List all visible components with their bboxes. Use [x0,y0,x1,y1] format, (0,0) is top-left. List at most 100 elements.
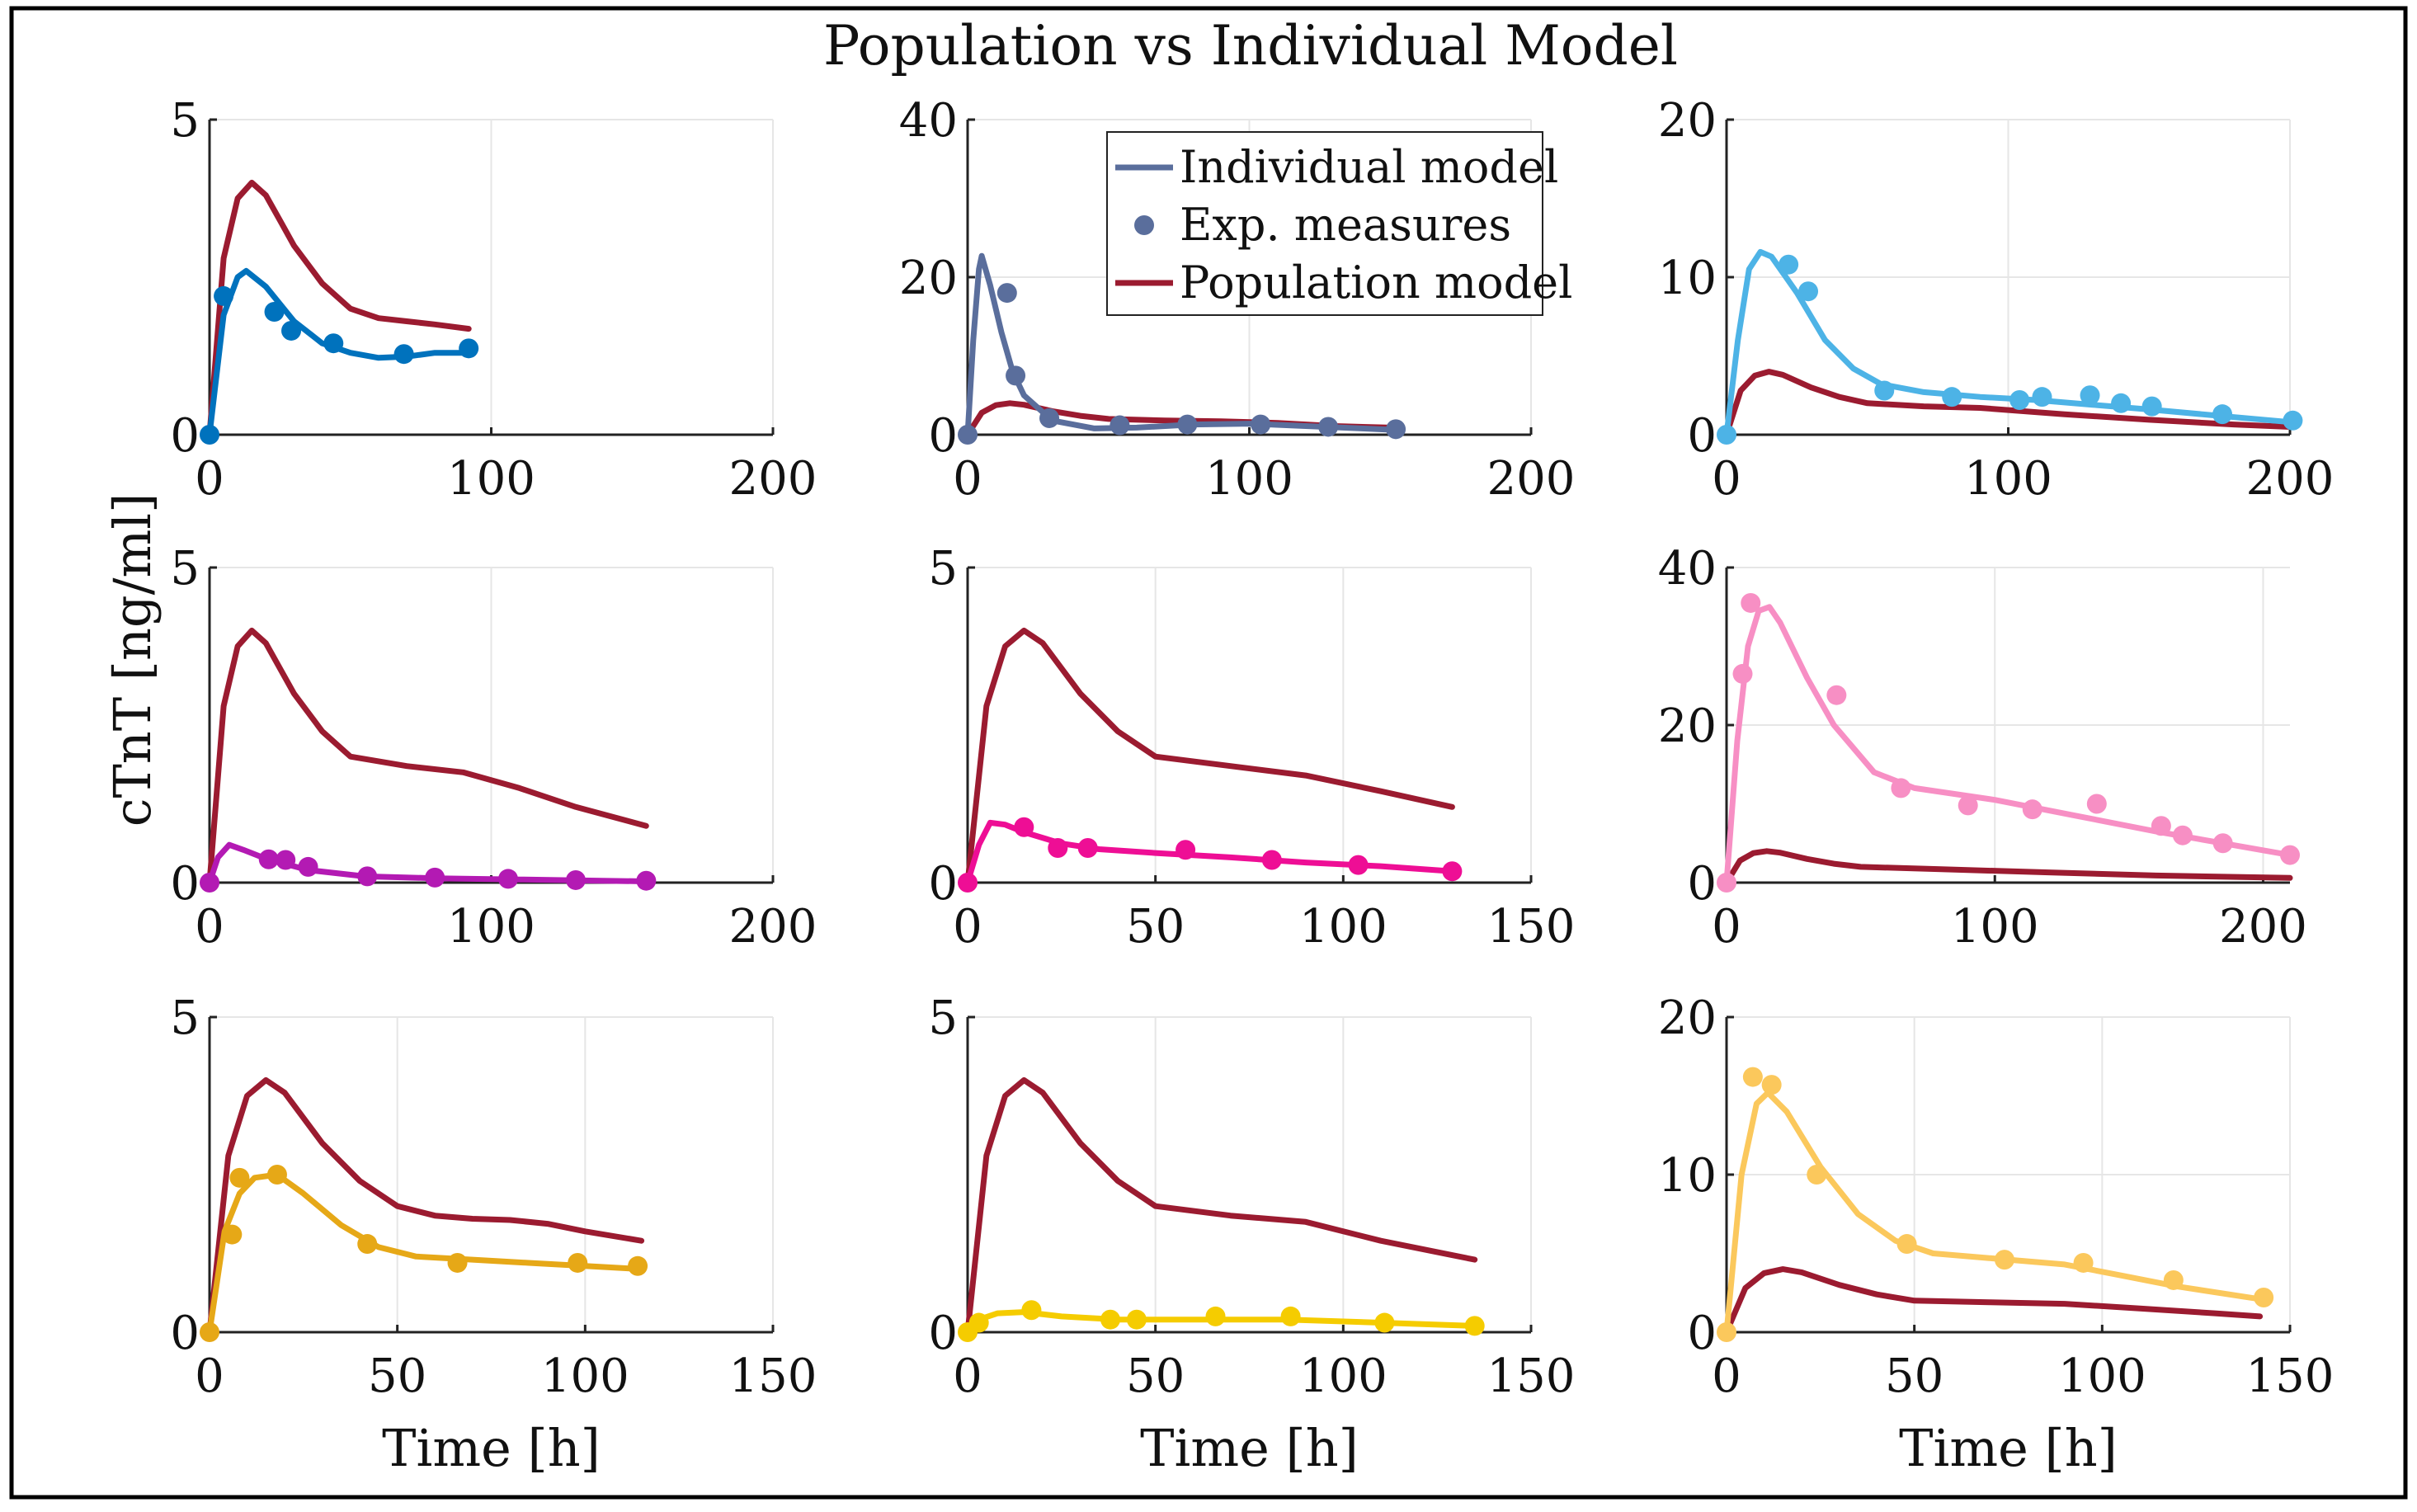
x-tick-label: 50 [1885,1349,1943,1403]
subplot-2: 0 100 200 0 20 40 Individual model Exp. measure… [899,94,1576,506]
measure-point [1177,414,1198,435]
y-tick-label: 5 [928,542,958,596]
measure-point [1798,281,1819,302]
x-tick-label: 200 [1487,452,1576,506]
x-tick-label: 100 [1299,900,1388,954]
measure-point [276,850,296,870]
measure-point [1048,837,1068,858]
measure-point [968,1312,989,1333]
individual-model-line [206,1171,645,1335]
individual-model-line [964,252,1399,438]
y-tick-label: 0 [928,857,958,911]
y-tick-label: 5 [170,542,200,596]
measure-point [2009,389,2030,410]
x-tick-label: 0 [953,452,982,506]
x-tick-label: 100 [1951,900,2039,954]
shared-ylabel: cTnT [ng/ml] [102,493,163,827]
subplot-5: 0 50 100 150 0 5 [928,542,1575,954]
measure-point [200,873,219,893]
measure-point [2283,410,2303,431]
x-tick-label: 100 [447,452,535,506]
measure-point [1874,380,1895,401]
subplot-7: 0 50 100 150 0 5 Time [h] [170,992,817,1478]
y-tick-label: 0 [928,409,958,463]
x-tick-label: 100 [1964,452,2052,506]
measure-point [1039,407,1060,428]
measure-point [393,344,414,365]
y-tick-label: 20 [1658,94,1717,148]
measure-point [568,1252,588,1273]
measure-point [1374,1312,1395,1333]
measure-point [1318,417,1339,437]
x-tick-label: 200 [729,900,817,954]
y-tick-label: 40 [1658,542,1717,596]
measure-point [958,873,978,893]
measure-point [357,1234,378,1255]
x-tick-label: 0 [953,900,982,954]
measure-point [200,1322,219,1342]
population-model-line [1723,1266,2264,1335]
individual-model-line [1723,1090,2264,1335]
measure-point [1942,387,1962,407]
measure-point [214,285,234,306]
measure-point [2212,833,2233,854]
subplot-8: 0 50 100 150 0 5 Time [h] [928,992,1575,1478]
measure-point [2080,385,2100,406]
measure-point [1386,419,1406,440]
x-tick-label: 150 [1487,1349,1576,1403]
measure-point [229,1167,250,1188]
y-tick-label: 5 [170,94,200,148]
measure-point [996,283,1017,304]
measure-point [357,866,378,887]
y-tick-label: 40 [899,94,958,148]
individual-model-line [964,1309,1478,1335]
measure-point [298,856,318,877]
measure-point [323,333,344,354]
population-model-line [1723,369,2293,438]
x-tick-label: 50 [1126,900,1185,954]
y-tick-label: 5 [170,992,200,1045]
measure-point [1741,592,1761,613]
measure-point [1742,1067,1763,1087]
measure-point [636,870,657,891]
measure-point [1176,840,1196,860]
population-model-line [206,179,472,438]
measure-point [2163,1269,2184,1290]
x-tick-label: 0 [1712,452,1741,506]
measure-point [2111,393,2132,413]
measure-point [1891,778,1911,798]
legend-label-individual: Individual model [1180,141,1558,193]
measure-point [1110,415,1130,436]
plot-area [968,1017,1531,1332]
x-tick-label: 200 [2219,900,2307,954]
x-tick-label: 0 [195,1349,224,1403]
measure-point [1077,837,1098,858]
y-tick-label: 10 [1658,1149,1717,1203]
measure-point [425,867,445,888]
measure-point [1021,1300,1042,1321]
subplot-6: 0 100 200 0 20 40 [1658,542,2307,954]
y-tick-label: 20 [899,252,958,305]
measure-point [2212,404,2233,425]
y-tick-label: 0 [170,409,200,463]
y-tick-label: 0 [170,1307,200,1360]
measure-point [1994,1250,2014,1270]
measure-point [1100,1309,1121,1330]
measure-point [1280,1306,1301,1326]
y-tick-label: 20 [1658,992,1717,1045]
measure-point [1261,850,1282,870]
subplot-4: 0 100 200 0 5 [170,542,817,954]
y-tick-label: 0 [1687,857,1717,911]
measure-point [1761,1075,1782,1095]
measure-point [459,338,479,359]
measure-point [447,1252,468,1273]
measure-point [2172,825,2193,845]
measure-point [1807,1165,1827,1185]
y-tick-label: 0 [1687,409,1717,463]
y-tick-label: 0 [170,857,200,911]
measure-point [1717,873,1736,893]
x-tick-label: 0 [195,452,224,506]
x-tick-label: 50 [1126,1349,1185,1403]
measure-point [565,869,586,890]
measure-point [1251,414,1271,435]
